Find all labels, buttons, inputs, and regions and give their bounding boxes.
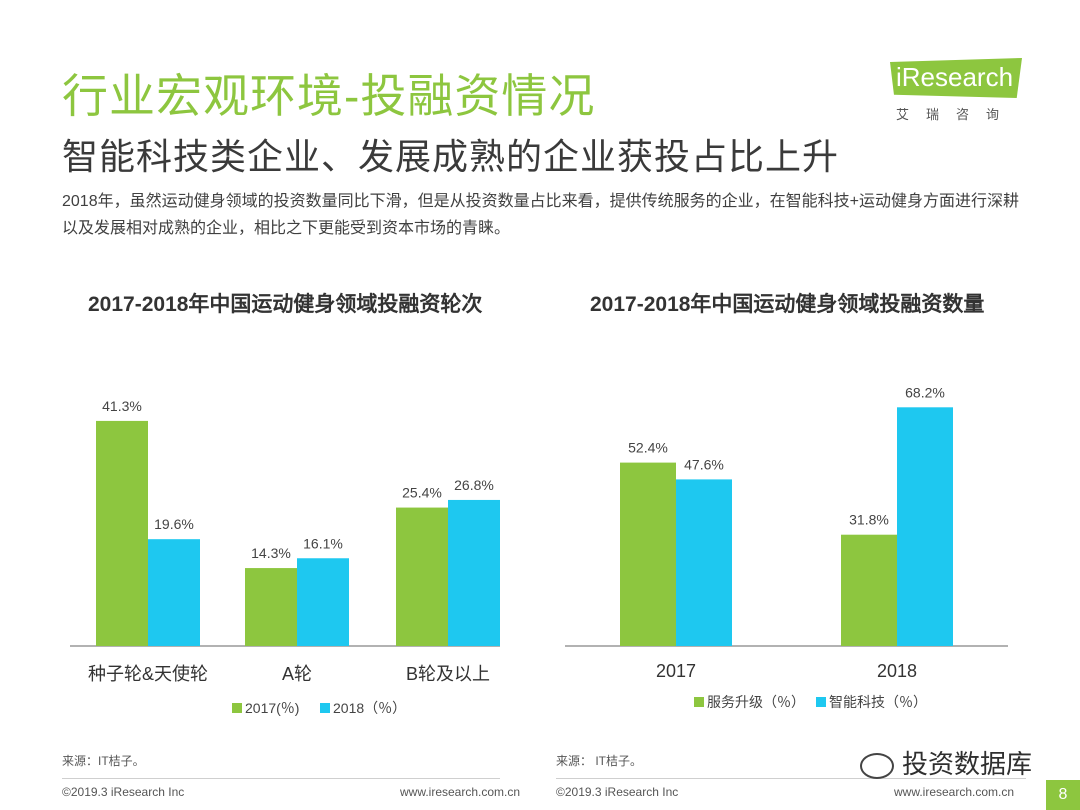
bar bbox=[396, 507, 448, 646]
legend-swatch bbox=[232, 703, 242, 713]
bar bbox=[897, 407, 953, 646]
bar bbox=[297, 558, 349, 646]
page-number: 8 bbox=[1046, 780, 1080, 810]
data-label: 14.3% bbox=[251, 545, 291, 561]
intro-paragraph: 2018年，虽然运动健身领域的投资数量同比下滑，但是从投资数量占比来看，提供传统… bbox=[62, 193, 1019, 237]
category-label: 2018 bbox=[877, 661, 917, 681]
category-label: A轮 bbox=[282, 664, 312, 684]
watermark: 投资数据库 bbox=[860, 744, 1032, 781]
legend-label: 智能科技（％） bbox=[829, 694, 927, 710]
page-title: 行业宏观环境-投融资情况 bbox=[62, 70, 596, 122]
category-label: 种子轮&天使轮 bbox=[88, 664, 208, 684]
data-label: 16.1% bbox=[303, 535, 343, 551]
website-right: www.iresearch.com.cn bbox=[894, 785, 1015, 799]
bar bbox=[841, 534, 897, 646]
category-label: 2017 bbox=[656, 661, 696, 681]
chart-title-quantity: 2017-2018年中国运动健身领域投融资数量 bbox=[590, 293, 985, 316]
data-label: 31.8% bbox=[849, 512, 889, 528]
data-label: 19.6% bbox=[154, 516, 194, 532]
legend-swatch bbox=[320, 703, 330, 713]
data-label: 25.4% bbox=[402, 485, 442, 501]
legend-label: 2018（％） bbox=[333, 700, 406, 716]
data-label: 41.3% bbox=[102, 398, 142, 414]
data-label: 26.8% bbox=[454, 477, 494, 493]
bar bbox=[676, 479, 732, 646]
watermark-text: 投资数据库 bbox=[902, 749, 1033, 779]
bar bbox=[148, 539, 200, 646]
logo-cn-text: 艾瑞咨询 bbox=[896, 107, 1017, 122]
copyright-left: ©2019.3 iResearch Inc bbox=[62, 785, 185, 799]
logo-badge bbox=[890, 58, 1022, 98]
bar bbox=[96, 420, 148, 646]
bar bbox=[448, 499, 500, 646]
data-label: 52.4% bbox=[628, 440, 668, 456]
wechat-icon bbox=[860, 753, 894, 780]
logo-text: iResearch bbox=[896, 62, 1014, 92]
page-subtitle: 智能科技类企业、发展成熟的企业获投占比上升 bbox=[62, 136, 840, 177]
data-label: 68.2% bbox=[905, 384, 945, 400]
chart-title-rounds: 2017-2018年中国运动健身领域投融资轮次 bbox=[88, 293, 483, 316]
footer-divider-left bbox=[62, 778, 500, 779]
legend-swatch bbox=[816, 697, 826, 707]
data-label: 47.6% bbox=[684, 456, 724, 472]
legend-swatch bbox=[694, 697, 704, 707]
bar bbox=[245, 568, 297, 646]
copyright-right: ©2019.3 iResearch Inc bbox=[556, 785, 679, 799]
iresearch-logo: iResearch 艾瑞咨询 bbox=[890, 58, 1025, 124]
legend-label: 服务升级（％） bbox=[707, 694, 805, 710]
category-label: B轮及以上 bbox=[406, 664, 490, 684]
source-note-left: 来源：IT桔子。 bbox=[62, 754, 145, 768]
source-note-right: 来源： IT桔子。 bbox=[556, 754, 642, 768]
website-left: www.iresearch.com.cn bbox=[400, 785, 521, 799]
footer-divider-right bbox=[556, 778, 1026, 779]
legend-label: 2017(％) bbox=[245, 700, 299, 716]
bar bbox=[620, 462, 676, 646]
